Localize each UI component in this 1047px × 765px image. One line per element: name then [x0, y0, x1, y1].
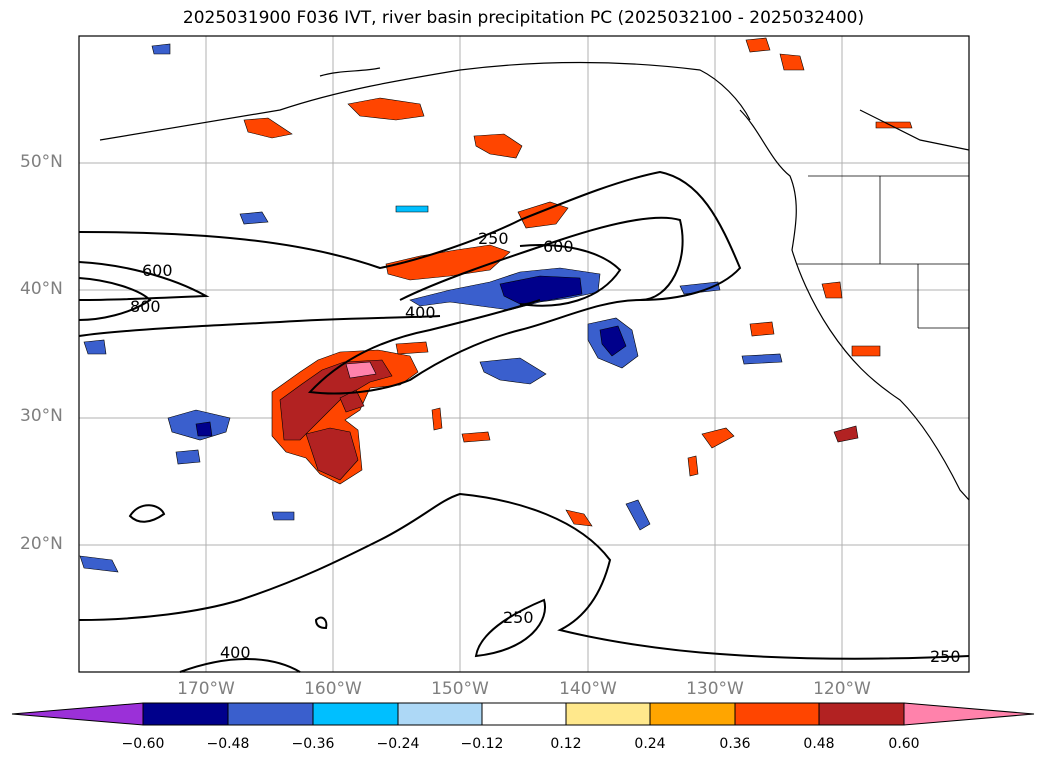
colorbar-tick: −0.60 — [121, 736, 165, 752]
contour-400-south — [179, 657, 301, 673]
contour-label-250-north: 250 — [478, 229, 509, 248]
contour-250-small — [474, 598, 546, 658]
lon-label-130w: 130°W — [686, 679, 744, 699]
colorbar-tick: 0.60 — [888, 736, 920, 752]
map-frame — [78, 35, 970, 673]
colorbar — [11, 702, 1035, 726]
contour-600 — [78, 261, 210, 301]
contour-label-400-south: 400 — [220, 643, 251, 662]
contour-400-east — [399, 216, 684, 301]
contour-250-north — [78, 170, 742, 395]
contour-label-250-east: 250 — [930, 647, 961, 666]
colorbar-extend-high — [903, 702, 1035, 726]
state-borders — [796, 175, 969, 329]
west-coast — [739, 109, 970, 501]
lat-label-20n: 20°N — [20, 534, 63, 554]
colorbar-tick: 0.48 — [803, 736, 835, 752]
contour-label-250-south: 250 — [503, 608, 534, 627]
contour-250-south — [78, 492, 970, 660]
lon-label-120w: 120°W — [813, 679, 871, 699]
blob-main-core — [279, 359, 393, 441]
map-title: 2025031900 F036 IVT, river basin precipi… — [182, 8, 865, 28]
colorbar-tick: 0.24 — [634, 736, 666, 752]
colorbar-tick: −0.12 — [460, 736, 504, 752]
lon-label-140w: 140°W — [559, 679, 617, 699]
lon-label-150w: 150°W — [431, 679, 489, 699]
contour-label-600-west: 600 — [142, 261, 173, 280]
lon-label-160w: 160°W — [304, 679, 362, 699]
blob-main-pink — [345, 361, 377, 379]
lat-label-40n: 40°N — [20, 279, 63, 299]
gridlines — [79, 36, 969, 672]
colorbar-tick: −0.36 — [291, 736, 335, 752]
colorbar-tick: −0.48 — [206, 736, 250, 752]
contour-800 — [78, 277, 152, 321]
lon-label-170w: 170°W — [177, 679, 235, 699]
lat-label-30n: 30°N — [20, 406, 63, 426]
coastline — [99, 61, 970, 501]
positive-precip-anomalies — [243, 37, 913, 527]
colorbar-tick: −0.24 — [376, 736, 420, 752]
colorbar-extend-low — [11, 702, 144, 726]
blob-lower — [305, 427, 359, 481]
alaska-coast — [99, 61, 751, 141]
contour-label-600-east: 600 — [543, 237, 574, 256]
colorbar-tick: 0.12 — [550, 736, 582, 752]
contour-label-400-center: 400 — [405, 303, 436, 322]
blob-negative-core — [499, 275, 583, 305]
contour-600-east — [519, 244, 622, 307]
contour-label-800: 800 — [130, 297, 161, 316]
colorbar-tick: 0.36 — [719, 736, 751, 752]
ivt-contours — [78, 170, 970, 673]
blob-band-upper — [517, 201, 569, 229]
lat-label-50n: 50°N — [20, 152, 63, 172]
contour-400-west — [78, 315, 441, 337]
negative-precip-anomalies — [79, 43, 783, 573]
